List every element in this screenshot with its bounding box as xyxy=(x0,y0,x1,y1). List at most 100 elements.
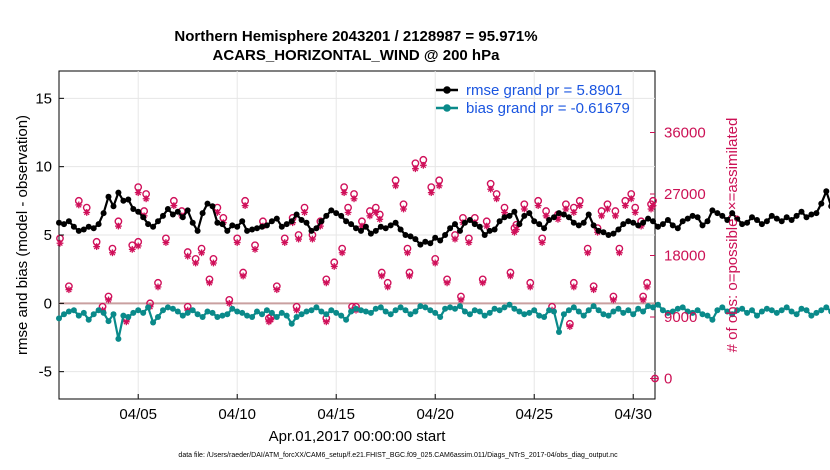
obs-assimilated-marker xyxy=(649,202,657,210)
obs-assimilated-stroke xyxy=(406,273,413,279)
bias-point xyxy=(635,305,642,312)
obs-assimilated-stroke xyxy=(281,239,288,246)
obs-assimilated-stroke xyxy=(501,209,508,216)
rmse-point xyxy=(140,214,147,221)
x-tick-label: 04/30 xyxy=(614,406,652,423)
bias-point xyxy=(664,309,671,316)
rmse-point xyxy=(105,193,112,200)
rmse-point xyxy=(476,223,483,230)
rmse-point xyxy=(461,219,468,226)
obs-assimilated-marker xyxy=(344,209,352,216)
rmse-point xyxy=(273,215,280,222)
bias-point xyxy=(640,308,647,315)
obs-assimilated-marker xyxy=(562,205,570,213)
obs-assimilated-marker xyxy=(75,201,83,209)
rmse-point xyxy=(511,208,518,215)
obs-assimilated-stroke xyxy=(341,189,347,196)
bias-point xyxy=(209,309,216,316)
bias-point xyxy=(367,309,374,316)
obs-assimilated-stroke xyxy=(323,318,330,325)
obs-assimilated-stroke xyxy=(105,297,112,303)
bias-point xyxy=(402,307,409,314)
obs-assimilated-marker xyxy=(134,189,142,197)
bias-point xyxy=(130,309,137,316)
rmse-point xyxy=(219,221,226,228)
obs-assimilated-stroke xyxy=(210,260,217,266)
rmse-point xyxy=(70,223,77,230)
bias-point xyxy=(328,307,335,314)
bias-point xyxy=(377,304,384,311)
obs-assimilated-marker xyxy=(621,202,629,210)
obs-assimilated-stroke xyxy=(570,209,577,216)
obs-assimilated-marker xyxy=(134,242,142,250)
rmse-point xyxy=(605,232,612,238)
obs-assimilated-stroke xyxy=(628,195,635,202)
bias-point xyxy=(179,312,186,319)
bias-point xyxy=(709,316,716,323)
bias-point xyxy=(323,311,330,318)
rmse-point xyxy=(758,221,765,228)
rmse-point xyxy=(521,212,528,219)
obs-assimilated-stroke xyxy=(412,165,419,172)
rmse-point xyxy=(75,227,82,234)
bias-point xyxy=(536,312,543,319)
obs-assimilated-marker xyxy=(406,272,413,280)
chart-title: Northern Hemisphere 2043201 / 2128987 = … xyxy=(174,28,537,45)
obs-assimilated-stroke xyxy=(252,246,258,253)
rmse-point xyxy=(754,217,760,223)
bias-point xyxy=(798,305,805,312)
rmse-point xyxy=(516,221,523,228)
obs-assimilated-stroke xyxy=(458,297,464,303)
obs-assimilated-marker xyxy=(233,239,241,246)
bias-point xyxy=(729,311,736,318)
obs-assimilated-marker xyxy=(435,182,443,190)
obs-assimilated-marker xyxy=(267,316,275,324)
rmse-point xyxy=(199,210,206,217)
obs-assimilated-stroke xyxy=(372,209,379,216)
legend-rmse-label: rmse grand pr = 5.8901 xyxy=(466,82,622,99)
bias-point xyxy=(457,303,463,310)
obs-assimilated-stroke xyxy=(83,209,90,216)
bias-point xyxy=(655,301,661,308)
obs-assimilated-marker xyxy=(419,161,427,169)
bias-point xyxy=(348,308,355,315)
obs-assimilated-marker xyxy=(520,205,528,213)
rmse-point xyxy=(150,223,157,230)
bias-point xyxy=(461,308,468,315)
bias-point xyxy=(511,305,518,312)
obs-assimilated-marker xyxy=(65,286,73,294)
bias-point xyxy=(407,311,414,318)
obs-assimilated-marker xyxy=(338,249,346,257)
bias-point xyxy=(754,312,760,319)
rmse-point xyxy=(209,203,216,210)
bias-point xyxy=(110,311,117,318)
obs-assimilated-marker xyxy=(322,279,330,287)
rmse-point xyxy=(684,215,691,222)
rmse-point xyxy=(382,225,389,232)
bias-point xyxy=(85,316,92,323)
bias-point xyxy=(763,305,770,312)
bias-point xyxy=(793,311,800,318)
obs-assimilated-stroke xyxy=(331,263,338,270)
bias-point xyxy=(105,318,112,325)
obs-assimilated-stroke xyxy=(323,279,330,286)
bias-point xyxy=(758,308,765,315)
bias-point xyxy=(669,308,676,315)
bias-point xyxy=(273,314,280,320)
rmse-point xyxy=(303,219,310,226)
bias-point xyxy=(358,307,364,314)
bias-point xyxy=(169,305,176,312)
bias-series-layer xyxy=(56,301,830,342)
bias-point xyxy=(739,305,746,312)
bias-point xyxy=(80,309,87,316)
rmse-point xyxy=(417,241,424,248)
x-tick-label: 04/10 xyxy=(218,406,256,423)
rmse-point xyxy=(85,223,92,230)
obs-assimilated-stroke xyxy=(527,284,534,290)
y-tick-label: 10 xyxy=(35,159,52,176)
rmse-point xyxy=(402,232,409,238)
rmse-point xyxy=(615,226,622,233)
obs-assimilated-stroke xyxy=(452,236,458,242)
obs-assimilated-stroke xyxy=(444,279,450,286)
rmse-point xyxy=(773,215,780,222)
